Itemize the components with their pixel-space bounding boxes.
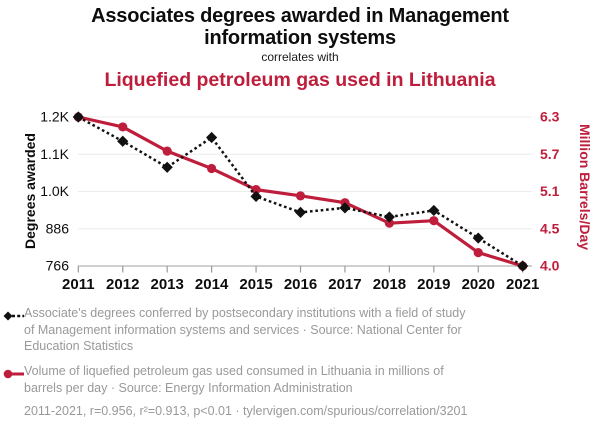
svg-text:1.1K: 1.1K — [40, 146, 69, 162]
svg-text:2019: 2019 — [417, 276, 450, 293]
legend-text-degrees: Associate's degrees conferred by postsec… — [24, 306, 466, 354]
black-diamond-dotted-line-icon — [3, 305, 24, 355]
svg-text:2017: 2017 — [328, 276, 361, 293]
stats-footer: 2011-2021, r=0.956, r²=0.913, p<0.01 · t… — [24, 404, 468, 419]
svg-text:2015: 2015 — [239, 276, 272, 293]
svg-text:2021: 2021 — [506, 276, 539, 293]
svg-text:4.5: 4.5 — [540, 220, 560, 236]
right-axis: 6.3 5.7 5.1 4.5 4.0 Million Barrels/Day — [540, 109, 593, 274]
svg-text:2016: 2016 — [284, 276, 317, 293]
svg-text:2018: 2018 — [373, 276, 406, 293]
svg-text:2020: 2020 — [462, 276, 495, 293]
svg-text:2011: 2011 — [62, 276, 95, 293]
series-lpg — [73, 112, 528, 271]
page-title: Associates degrees awarded in Management… — [91, 5, 509, 49]
x-axis: 2011 2012 2013 2014 2015 2016 2017 2018 2019 2020… — [62, 265, 539, 293]
svg-text:2012: 2012 — [106, 276, 139, 293]
series-degrees — [72, 111, 529, 272]
svg-text:4.0: 4.0 — [540, 258, 560, 274]
svg-text:6.3: 6.3 — [540, 109, 560, 125]
left-axis: 1.2K 1.1K 1.0K 886 766 Degrees awarded — [22, 109, 70, 274]
svg-text:5.1: 5.1 — [540, 183, 560, 199]
svg-text:766: 766 — [46, 258, 70, 274]
page-subtitle: Liquefied petroleum gas used in Lithuani… — [104, 69, 496, 91]
svg-text:5.7: 5.7 — [540, 146, 560, 162]
legend-item-degrees: Associate's degrees conferred by postsec… — [3, 305, 563, 355]
red-circle-solid-line-icon — [3, 363, 24, 396]
svg-text:1.2K: 1.2K — [40, 109, 69, 125]
svg-text:Degrees awarded: Degrees awarded — [22, 133, 38, 249]
legend-item-lpg: Volume of liquefied petroleum gas used c… — [3, 363, 563, 396]
dual-axis-line-chart: 2011 2012 2013 2014 2015 2016 2017 2018 2019 2020… — [22, 109, 593, 294]
legend: Associate's degrees conferred by postsec… — [3, 305, 563, 418]
svg-text:2014: 2014 — [195, 276, 229, 293]
svg-text:2013: 2013 — [150, 276, 183, 293]
svg-text:Million Barrels/Day: Million Barrels/Day — [577, 124, 593, 250]
svg-text:1.0K: 1.0K — [40, 183, 69, 199]
legend-text-lpg: Volume of liquefied petroleum gas used c… — [24, 363, 444, 395]
svg-text:886: 886 — [46, 220, 70, 236]
correlates-with-text: correlates with — [261, 50, 339, 64]
